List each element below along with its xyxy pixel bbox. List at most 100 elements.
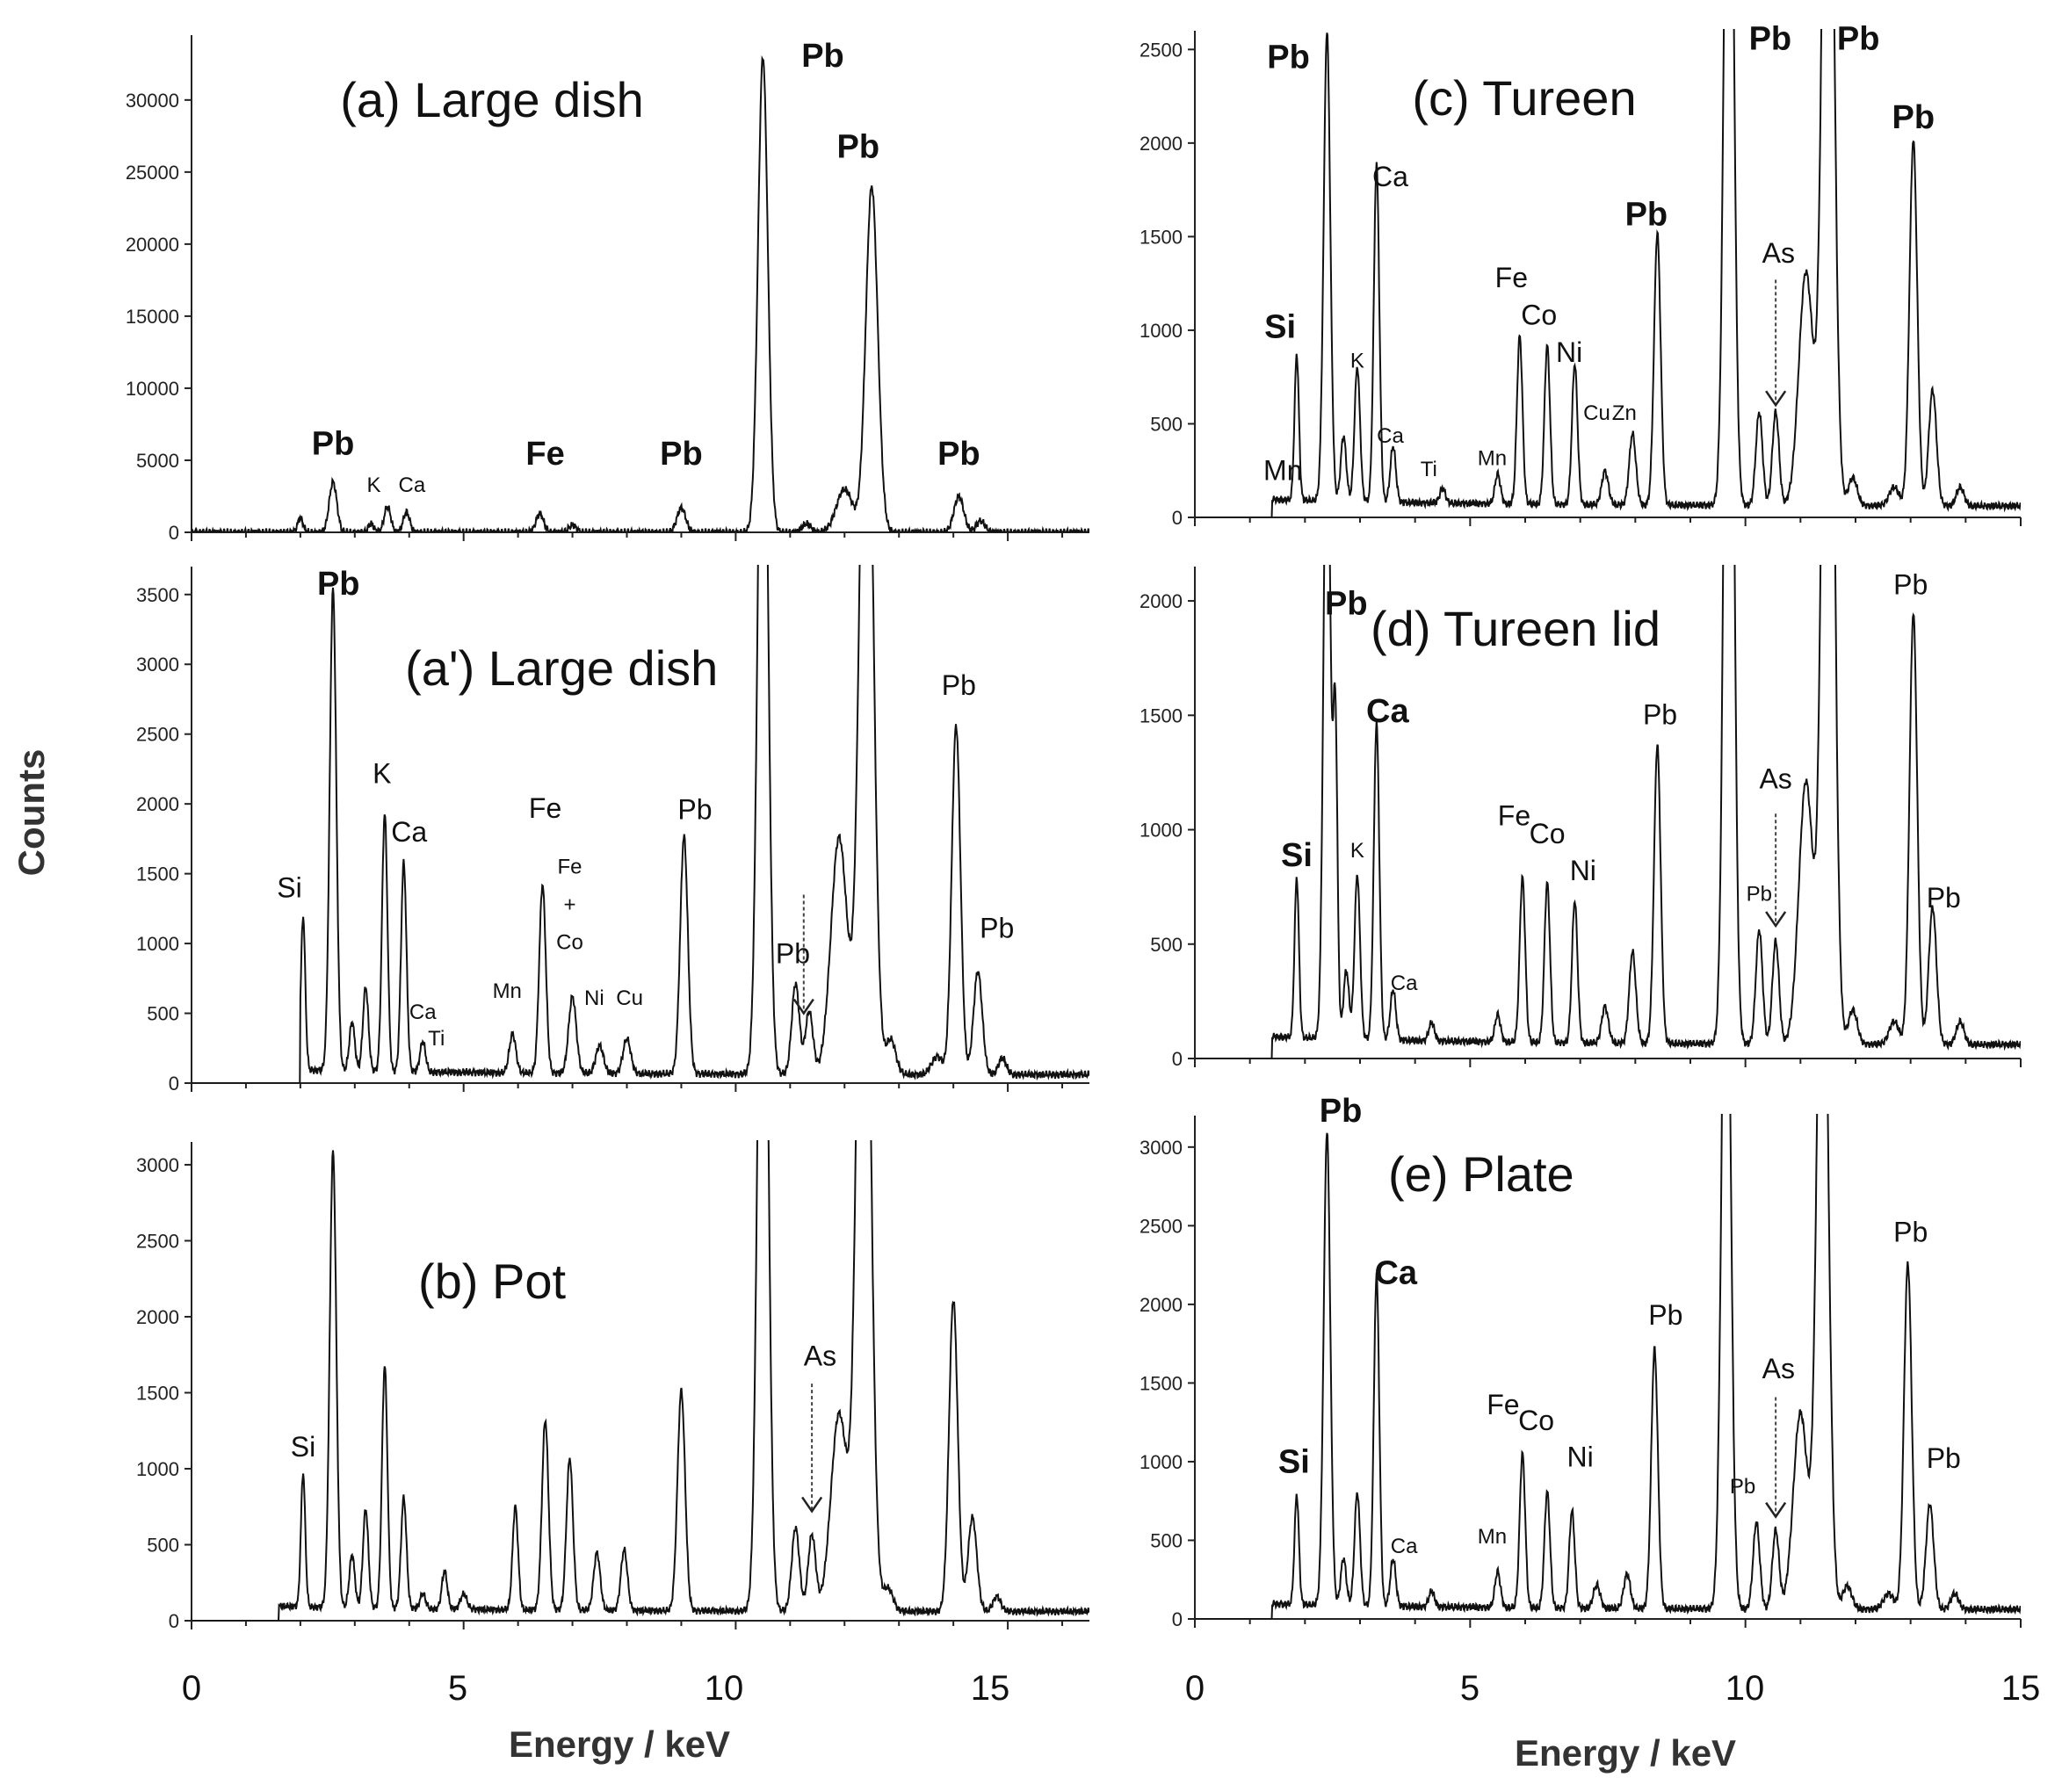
peak-label: K: [1350, 350, 1364, 373]
x-tick-label: 0: [182, 1669, 201, 1708]
y-tick-label: 1000: [1140, 320, 1183, 342]
peak-label: Ca: [1374, 1255, 1417, 1292]
peak-label: Pb: [1730, 1475, 1755, 1499]
y-tick-label: 5000: [136, 450, 179, 472]
peak-label: Ca: [1391, 1535, 1418, 1558]
panel-title: (a') Large dish: [405, 640, 718, 696]
spectrum-line: [192, 54, 1089, 532]
y-tick-label: 10000: [126, 378, 179, 400]
x-tick-label: 15: [2001, 1669, 2041, 1708]
y-tick-label: 3000: [136, 1154, 179, 1176]
arrow-head: [792, 998, 814, 1015]
y-tick-label: 2000: [1140, 590, 1183, 612]
peak-label: Pb: [317, 566, 360, 603]
peak-label: Pb: [1927, 882, 1961, 914]
y-tick-label: 25000: [126, 162, 179, 184]
peak-label: Ca: [409, 1001, 437, 1024]
chart-b: 0 500 1000 1500 2000 2500 3000 (b) Pot Si As: [136, 1140, 1089, 1632]
y-tick-label: 1500: [136, 863, 179, 885]
peak-label: Pb: [1927, 1442, 1961, 1474]
peak-label: Pb: [1893, 568, 1928, 600]
spectrum-line: [192, 1140, 1089, 1621]
peak-label: Ti: [428, 1027, 445, 1051]
x-tick-label: 5: [448, 1669, 467, 1708]
y-tick-label: 1000: [136, 1458, 179, 1480]
peak-label: Si: [1264, 308, 1296, 345]
x-tick-labels-left: 0 5 10 15: [182, 1669, 1009, 1708]
x-tick-labels-right: 0 5 10 15: [1185, 1669, 2040, 1708]
peak-label: +: [563, 893, 575, 917]
y-tick-label: 0: [169, 1073, 179, 1095]
peak-label: Pb: [1320, 1093, 1363, 1130]
peak-label: Fe: [557, 856, 582, 879]
peak-label: Pb: [677, 794, 712, 826]
y-tick-label: 0: [1172, 1608, 1183, 1630]
peak-label: Ni: [584, 986, 604, 1010]
peak-label: Cu: [616, 986, 643, 1010]
y-tick-label: 2000: [1140, 1294, 1183, 1316]
peak-label: Fe: [529, 792, 561, 824]
chart-a-prime: 0 500 1000 1500 2000 2500 3000 3500 Pb (a') Large…: [136, 565, 1089, 1095]
spectrum-line: [1195, 29, 2021, 517]
peak-label: Pb: [1747, 882, 1772, 906]
y-tick-label: 1000: [136, 933, 179, 955]
y-tick-label: 3000: [136, 654, 179, 676]
peak-label: Mn: [1263, 454, 1302, 486]
peak-label: Pb: [1267, 40, 1310, 76]
arrow-head: [1765, 911, 1787, 929]
peak-label: Ca: [1372, 161, 1408, 192]
peak-label: K: [366, 473, 380, 497]
panel-title: (b) Pot: [418, 1254, 566, 1309]
peak-label: Pb: [660, 436, 703, 473]
y-tick-label: 2500: [136, 724, 179, 746]
panel-title: (d) Tureen lid: [1371, 601, 1660, 656]
chart-c: 0 500 1000 1500 2000 2500 (c) Tureen Pb Ca Si Mn K C…: [1140, 20, 2022, 529]
peak-label: Fe: [525, 436, 564, 473]
y-tick-label: 1500: [136, 1382, 179, 1404]
y-tick-label: 3000: [1140, 1137, 1183, 1159]
chart-a: 0 5000 10000 15000 20000 25000 30000 (a) Large …: [126, 35, 1089, 544]
peak-label: As: [1762, 1353, 1795, 1384]
y-axis-title: Counts: [11, 749, 52, 877]
y-tick-label: 500: [1150, 413, 1183, 435]
y-tick-label: 3500: [136, 584, 179, 606]
peak-label: Si: [1281, 837, 1313, 874]
peak-label: K: [373, 757, 391, 789]
peak-label: Ca: [1391, 972, 1418, 995]
y-tick-label: 2000: [136, 1306, 179, 1328]
y-tick-label: 2500: [136, 1230, 179, 1252]
peak-label: Mn: [1478, 446, 1507, 470]
y-tick-label: 0: [169, 1610, 179, 1632]
x-tick-label: 0: [1185, 1669, 1205, 1708]
spectrum-line: [1195, 565, 2021, 1059]
chart-e: 0 500 1000 1500 2000 2500 3000 Pb (e) Plate Ca Si C…: [1140, 1093, 2022, 1630]
peak-label: Pb: [312, 425, 355, 462]
x-tick-label: 10: [1726, 1669, 1765, 1708]
peak-label: Co: [1518, 1405, 1554, 1436]
arrow-head: [1765, 390, 1787, 408]
peak-label: As: [804, 1340, 836, 1371]
peak-label: Ni: [1556, 336, 1582, 368]
y-tick-label: 500: [147, 1534, 179, 1556]
peak-label: Pb: [937, 436, 980, 473]
peak-label: As: [1762, 237, 1795, 269]
y-tick-label: 0: [169, 522, 179, 544]
peak-label: Ca: [1377, 424, 1404, 448]
x-axis-title-left: Energy / keV: [509, 1723, 730, 1765]
peak-label: Zn: [1612, 401, 1637, 425]
peak-label: Ca: [391, 816, 427, 848]
peak-label: Ca: [399, 473, 426, 497]
peak-label: Mn: [1478, 1525, 1507, 1549]
peak-label: Ti: [1421, 458, 1437, 481]
peak-label: Fe: [1498, 799, 1530, 831]
peak-label: Pb: [801, 38, 844, 75]
peak-label: Pb: [942, 669, 976, 701]
x-tick-label: 15: [971, 1669, 1010, 1708]
x-tick-label: 5: [1460, 1669, 1480, 1708]
y-tick-label: 2000: [1140, 133, 1183, 155]
y-tick-label: 1000: [1140, 1451, 1183, 1473]
y-tick-label: 30000: [126, 90, 179, 112]
y-tick-label: 20000: [126, 234, 179, 256]
arrow-head: [1765, 1501, 1787, 1519]
